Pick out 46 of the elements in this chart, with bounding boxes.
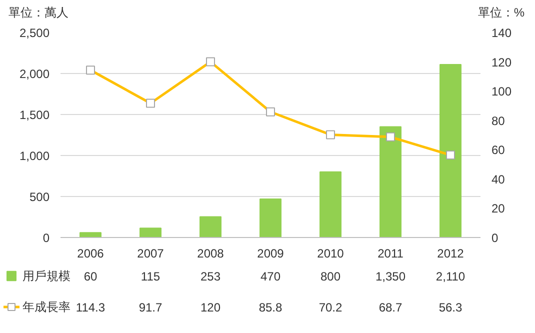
y-tick-label: 1,000	[19, 149, 50, 163]
x-tick-label: 2006	[77, 246, 104, 260]
x-tick-label: 2010	[317, 246, 344, 260]
data-label: 60	[84, 270, 98, 284]
legend-label: 用戶規模	[22, 269, 70, 283]
data-label: 253	[200, 270, 221, 284]
bar	[80, 232, 102, 238]
data-label: 470	[260, 270, 281, 284]
x-tick-label: 2008	[197, 246, 224, 260]
y-tick-label: 2,500	[19, 26, 50, 40]
y-tick-label: 1,500	[19, 108, 50, 122]
y-tick-label: 500	[29, 190, 50, 204]
y2-tick-label: 0	[492, 231, 498, 245]
data-label: 114.3	[76, 300, 106, 314]
data-label: 68.7	[378, 300, 403, 314]
bar	[200, 216, 222, 238]
y2-axis-title: 單位：%	[478, 6, 525, 20]
bar	[380, 126, 402, 238]
data-label: 120	[200, 300, 221, 314]
x-tick-label: 2011	[378, 246, 404, 260]
data-label: 115	[140, 270, 160, 284]
y2-tick-label: 120	[492, 55, 512, 70]
bar	[260, 198, 282, 238]
data-label: 56.3	[438, 300, 463, 314]
y2-tick-label: 60	[492, 143, 506, 158]
y-tick-label: 0	[42, 231, 50, 245]
x-tick-label: 2012	[437, 246, 464, 260]
data-label: 2,110	[436, 270, 466, 284]
y-axis-title: 單位：萬人	[8, 6, 68, 20]
data-label: 70.2	[318, 300, 343, 314]
bar	[320, 171, 342, 238]
legend-label: 年成長率	[22, 300, 70, 314]
y-tick-label: 2,000	[19, 67, 50, 81]
x-tick-label: 2007	[137, 246, 164, 260]
bar	[140, 228, 162, 238]
data-label: 91.7	[138, 300, 163, 314]
y2-tick-label: 100	[492, 84, 512, 99]
y2-tick-label: 140	[492, 26, 512, 40]
x-tick-label: 2009	[257, 246, 284, 260]
bar	[440, 64, 462, 238]
data-label: 85.8	[258, 300, 283, 314]
y2-tick-label: 40	[492, 172, 506, 186]
y2-tick-label: 20	[492, 202, 506, 216]
data-label: 800	[320, 270, 341, 284]
y2-tick-label: 80	[492, 114, 506, 128]
data-label: 1,350	[375, 270, 406, 284]
